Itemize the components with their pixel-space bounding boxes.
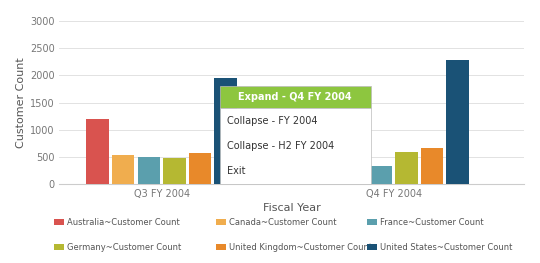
FancyBboxPatch shape (220, 108, 370, 184)
Bar (163, 158, 186, 184)
Bar (214, 78, 237, 184)
Text: France~Customer Count: France~Customer Count (380, 218, 484, 227)
Bar (112, 155, 134, 184)
Bar (370, 166, 392, 184)
Bar (447, 60, 469, 184)
Text: Germany~Customer Count: Germany~Customer Count (67, 243, 181, 252)
X-axis label: Fiscal Year: Fiscal Year (263, 203, 320, 213)
Bar (395, 152, 418, 184)
Bar (188, 153, 211, 184)
Bar (319, 112, 341, 184)
Bar (421, 148, 443, 184)
Bar (86, 119, 109, 184)
Text: Canada~Customer Count: Canada~Customer Count (229, 218, 336, 227)
Bar (344, 152, 367, 184)
Text: Australia~Customer Count: Australia~Customer Count (67, 218, 180, 227)
Text: Exit: Exit (227, 166, 245, 176)
Text: United Kingdom~Customer Count: United Kingdom~Customer Count (229, 243, 372, 252)
Text: Collapse - FY 2004: Collapse - FY 2004 (227, 115, 317, 125)
Text: Expand - Q4 FY 2004: Expand - Q4 FY 2004 (238, 92, 352, 102)
Text: United States~Customer Count: United States~Customer Count (380, 243, 512, 252)
Text: Collapse - H2 FY 2004: Collapse - H2 FY 2004 (227, 141, 334, 151)
Y-axis label: Customer Count: Customer Count (16, 57, 25, 148)
Bar (138, 158, 160, 184)
FancyBboxPatch shape (220, 86, 370, 108)
